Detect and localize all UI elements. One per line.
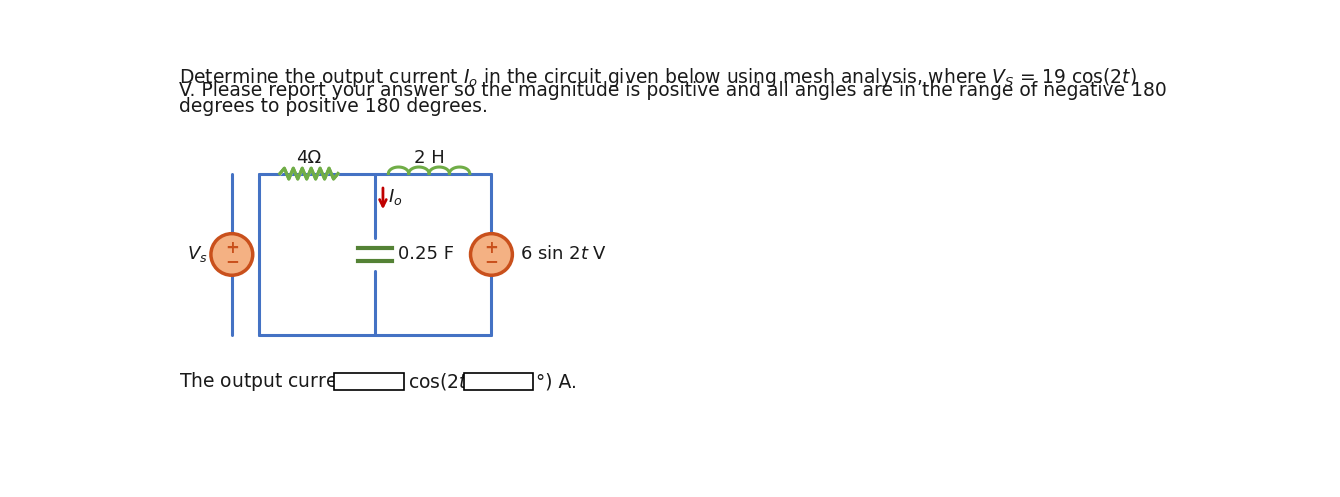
Text: cos(2$t$+: cos(2$t$+ bbox=[407, 371, 481, 392]
Text: 4Ω: 4Ω bbox=[296, 149, 322, 167]
Circle shape bbox=[210, 234, 253, 275]
Text: °) A.: °) A. bbox=[536, 372, 578, 391]
FancyBboxPatch shape bbox=[464, 373, 533, 390]
Text: +: + bbox=[225, 239, 239, 256]
Text: 2 H: 2 H bbox=[414, 149, 445, 167]
Text: $V_s$: $V_s$ bbox=[188, 245, 208, 264]
Text: V. Please report your answer so the magnitude is positive and all angles are in : V. Please report your answer so the magn… bbox=[180, 81, 1167, 100]
Text: degrees to positive 180 degrees.: degrees to positive 180 degrees. bbox=[180, 96, 488, 116]
Text: The output current $I_o$ =: The output current $I_o$ = bbox=[180, 370, 398, 393]
Circle shape bbox=[470, 234, 512, 275]
Text: −: − bbox=[225, 252, 239, 270]
Text: 0.25 F: 0.25 F bbox=[398, 246, 454, 263]
Text: +: + bbox=[485, 239, 498, 256]
Text: Determine the output current $I_o$ in the circuit given below using mesh analysi: Determine the output current $I_o$ in th… bbox=[180, 66, 1138, 89]
Text: 6 sin 2$t$ V: 6 sin 2$t$ V bbox=[520, 246, 607, 263]
Text: $I_o$: $I_o$ bbox=[387, 187, 402, 207]
FancyBboxPatch shape bbox=[334, 373, 403, 390]
Text: −: − bbox=[485, 252, 498, 270]
